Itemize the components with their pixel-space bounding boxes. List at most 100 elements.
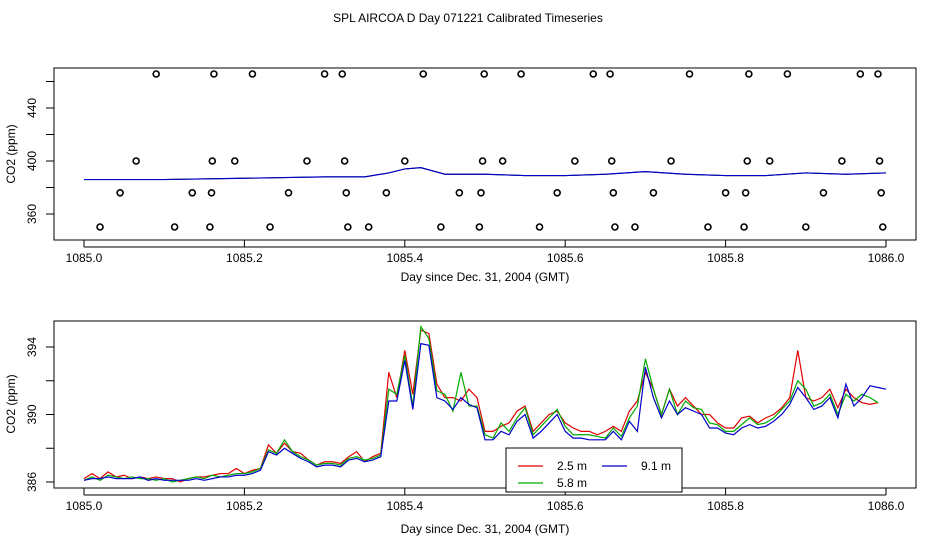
scatter-point	[685, 70, 694, 78]
bottom-panel: 1085.0 1085.2 1085.4 1085.6 1085.8 1086.0 386…	[4, 320, 917, 536]
bottom-y-axis: 386 390 394	[25, 337, 55, 492]
y-tick-label: 360	[25, 204, 39, 224]
x-tick-label: 1086.0	[868, 251, 905, 265]
scatter-point	[132, 157, 140, 165]
scatter-point	[877, 189, 885, 197]
scatter-point	[743, 157, 752, 165]
x-tick-label: 1085.6	[547, 499, 584, 513]
scatter-point	[338, 70, 347, 78]
legend-label-9-1m: 9.1 m	[641, 459, 671, 473]
scatter-point	[517, 70, 525, 78]
top-plot-frame	[53, 67, 917, 241]
scatter-point	[188, 189, 197, 197]
legend: 2.5 m 5.8 m 9.1 m	[505, 447, 683, 493]
scatter-point	[704, 223, 712, 231]
scatter-point	[320, 70, 329, 78]
bottom-x-axis-label: Day since Dec. 31, 2004 (GMT)	[401, 522, 570, 536]
y-tick-label: 386	[25, 472, 39, 492]
x-tick-label: 1085.4	[386, 499, 423, 513]
scatter-point	[207, 189, 216, 197]
scatter-point	[455, 189, 464, 197]
series-line-2-5-m	[83, 329, 879, 483]
scatter-point	[607, 157, 616, 165]
scatter-point	[208, 157, 217, 165]
x-tick-label: 1085.2	[226, 499, 263, 513]
top-y-axis: 360 400 440	[25, 81, 55, 224]
series-line-9-1-m	[83, 342, 887, 481]
scatter-point	[342, 189, 351, 197]
scatter-point	[152, 70, 160, 78]
x-tick-label: 1085.4	[386, 251, 423, 265]
scatter-point	[284, 189, 293, 197]
series-line-5-8-m	[83, 325, 879, 483]
scatter-point	[874, 70, 882, 78]
scatter-point	[589, 70, 598, 78]
scatter-point	[437, 223, 445, 231]
legend-box	[505, 447, 683, 493]
top-y-axis-label: CO2 (ppm)	[4, 124, 18, 183]
legend-label-5-8m: 5.8 m	[557, 476, 587, 490]
x-tick-label: 1085.0	[66, 251, 103, 265]
scatter-point	[206, 223, 214, 231]
series-line-red	[84, 167, 887, 181]
series-line-green	[84, 167, 887, 181]
x-tick-label: 1085.2	[226, 251, 263, 265]
scatter-point	[875, 157, 884, 165]
x-tick-label: 1085.6	[547, 251, 584, 265]
scatter-point	[475, 223, 484, 231]
scatter-point	[745, 70, 753, 78]
scatter-point	[783, 70, 792, 78]
top-x-axis-label: Day since Dec. 31, 2004 (GMT)	[401, 270, 570, 284]
legend-label-2-5m: 2.5 m	[557, 459, 587, 473]
scatter-point	[741, 189, 750, 197]
chart-title: SPL AIRCOA D Day 071221 Calibrated Times…	[333, 11, 603, 25]
scatter-point	[878, 223, 887, 231]
scatter-point	[230, 157, 239, 165]
y-tick-label: 440	[25, 98, 39, 118]
scatter-point	[340, 157, 349, 165]
scatter-point	[210, 70, 218, 78]
scatter-point	[266, 223, 274, 231]
scatter-point	[609, 189, 618, 197]
series-line-blue	[84, 167, 887, 181]
x-tick-label: 1085.8	[707, 251, 744, 265]
x-tick-label: 1085.8	[707, 499, 744, 513]
x-tick-label: 1085.0	[66, 499, 103, 513]
bottom-series-lines	[83, 325, 887, 483]
scatter-point	[419, 70, 428, 78]
y-tick-label: 390	[25, 404, 39, 424]
top-scatter-points	[96, 70, 887, 231]
scatter-point	[478, 157, 487, 165]
x-tick-label: 1086.0	[868, 499, 905, 513]
bottom-x-axis: 1085.0 1085.2 1085.4 1085.6 1085.8 1086.0	[66, 488, 905, 513]
scatter-point	[116, 189, 124, 197]
scatter-point	[498, 157, 507, 165]
scatter-point	[649, 189, 658, 197]
scatter-point	[248, 70, 257, 78]
scatter-point	[535, 223, 544, 231]
scatter-point	[400, 157, 409, 165]
bottom-y-axis-label: CO2 (ppm)	[4, 374, 18, 433]
scatter-point	[838, 157, 846, 165]
scatter-point	[765, 157, 774, 165]
scatter-point	[801, 223, 810, 231]
scatter-point	[606, 70, 614, 78]
y-tick-label: 394	[25, 337, 39, 357]
scatter-point	[667, 157, 675, 165]
scatter-point	[382, 189, 391, 197]
scatter-point	[631, 223, 639, 231]
scatter-point	[571, 157, 579, 165]
scatter-point	[303, 157, 311, 165]
scatter-point	[611, 223, 619, 231]
scatter-point	[740, 223, 748, 231]
top-series-line	[84, 167, 887, 181]
top-x-axis: 1085.0 1085.2 1085.4 1085.6 1085.8 1086.0	[66, 240, 905, 265]
scatter-point	[170, 223, 179, 231]
scatter-point	[480, 70, 488, 78]
scatter-point	[364, 223, 373, 231]
top-panel: 1085.0 1085.2 1085.4 1085.6 1085.8 1086.0 360…	[4, 67, 917, 284]
scatter-point	[553, 189, 561, 197]
scatter-point	[856, 70, 865, 78]
scatter-point	[344, 223, 352, 231]
